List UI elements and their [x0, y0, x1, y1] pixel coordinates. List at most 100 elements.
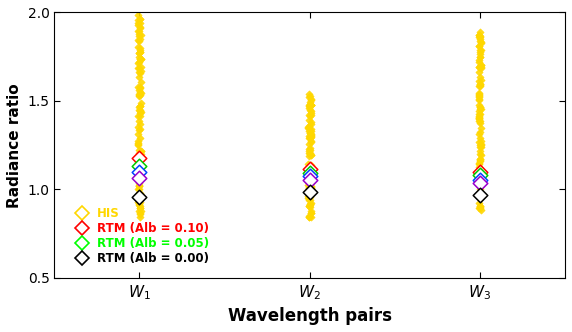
Point: [134, 200, 144, 205]
Point: [134, 177, 143, 183]
Point: [135, 182, 144, 187]
Point: [134, 59, 144, 64]
Point: [475, 184, 484, 190]
Point: [134, 114, 143, 119]
Point: [476, 111, 485, 116]
Point: [307, 184, 316, 189]
Point: [474, 178, 483, 183]
Point: [136, 16, 145, 21]
Point: [305, 151, 314, 156]
Point: [476, 203, 485, 208]
Point: [476, 196, 485, 201]
Point: [305, 134, 315, 139]
Point: [476, 144, 485, 150]
Point: [474, 91, 483, 97]
Point: [476, 152, 486, 157]
Point: [306, 185, 315, 190]
Point: [135, 153, 144, 158]
Point: [475, 83, 484, 88]
Point: [307, 102, 316, 107]
Point: [304, 104, 313, 109]
Point: [476, 65, 486, 70]
Point: [476, 39, 486, 44]
Point: [136, 162, 145, 167]
Point: [474, 96, 483, 102]
Point: [305, 145, 315, 151]
Point: [476, 104, 485, 110]
Point: [135, 186, 144, 192]
Point: [304, 214, 313, 220]
X-axis label: Wavelength pairs: Wavelength pairs: [228, 307, 392, 325]
Point: [475, 205, 484, 210]
Point: [135, 56, 144, 61]
Point: [305, 187, 315, 192]
Point: [134, 159, 143, 165]
Point: [475, 33, 484, 38]
Point: [304, 133, 313, 139]
Point: [135, 151, 144, 157]
Point: [135, 175, 144, 181]
Point: [306, 205, 315, 210]
Point: [135, 87, 144, 92]
Point: [475, 29, 484, 35]
Point: [475, 55, 484, 60]
Point: [135, 178, 144, 183]
Point: [306, 210, 315, 216]
Point: [134, 164, 143, 169]
Point: [134, 107, 144, 113]
Point: [136, 148, 145, 154]
Point: [475, 94, 484, 99]
Point: [136, 65, 145, 70]
Point: [305, 124, 314, 129]
Point: [475, 34, 484, 40]
Point: [305, 190, 314, 195]
Legend: HIS, RTM (Alb = 0.10), RTM (Alb = 0.05), RTM (Alb = 0.00): HIS, RTM (Alb = 0.10), RTM (Alb = 0.05),…: [65, 203, 214, 269]
Point: [306, 99, 315, 104]
Point: [134, 208, 144, 214]
Point: [305, 167, 315, 172]
Point: [304, 183, 313, 188]
Point: [305, 171, 315, 177]
Point: [306, 177, 315, 183]
Point: [134, 37, 143, 42]
Point: [476, 118, 485, 124]
Point: [305, 213, 314, 218]
Point: [134, 202, 144, 207]
Point: [134, 29, 143, 34]
Point: [307, 132, 316, 137]
Point: [476, 143, 485, 148]
Point: [305, 101, 315, 106]
Point: [136, 172, 145, 177]
Point: [135, 203, 144, 208]
Point: [305, 195, 314, 200]
Point: [305, 174, 314, 179]
Point: [304, 103, 313, 108]
Point: [135, 56, 144, 62]
Point: [475, 64, 484, 70]
Point: [475, 54, 484, 60]
Point: [136, 206, 145, 211]
Point: [307, 102, 316, 108]
Point: [136, 49, 145, 54]
Point: [134, 20, 143, 26]
Point: [135, 33, 144, 38]
Point: [474, 115, 483, 121]
Point: [307, 208, 316, 214]
Point: [306, 127, 315, 132]
Point: [476, 141, 486, 147]
Point: [304, 117, 313, 123]
Point: [134, 50, 144, 55]
Point: [476, 65, 486, 70]
Point: [305, 93, 314, 98]
Point: [304, 94, 313, 100]
Point: [474, 95, 483, 100]
Point: [476, 206, 485, 211]
Point: [135, 54, 144, 59]
Point: [304, 204, 313, 209]
Point: [136, 90, 145, 95]
Point: [136, 57, 145, 62]
Point: [136, 85, 145, 90]
Point: [134, 150, 144, 156]
Point: [475, 132, 484, 137]
Point: [475, 187, 484, 192]
